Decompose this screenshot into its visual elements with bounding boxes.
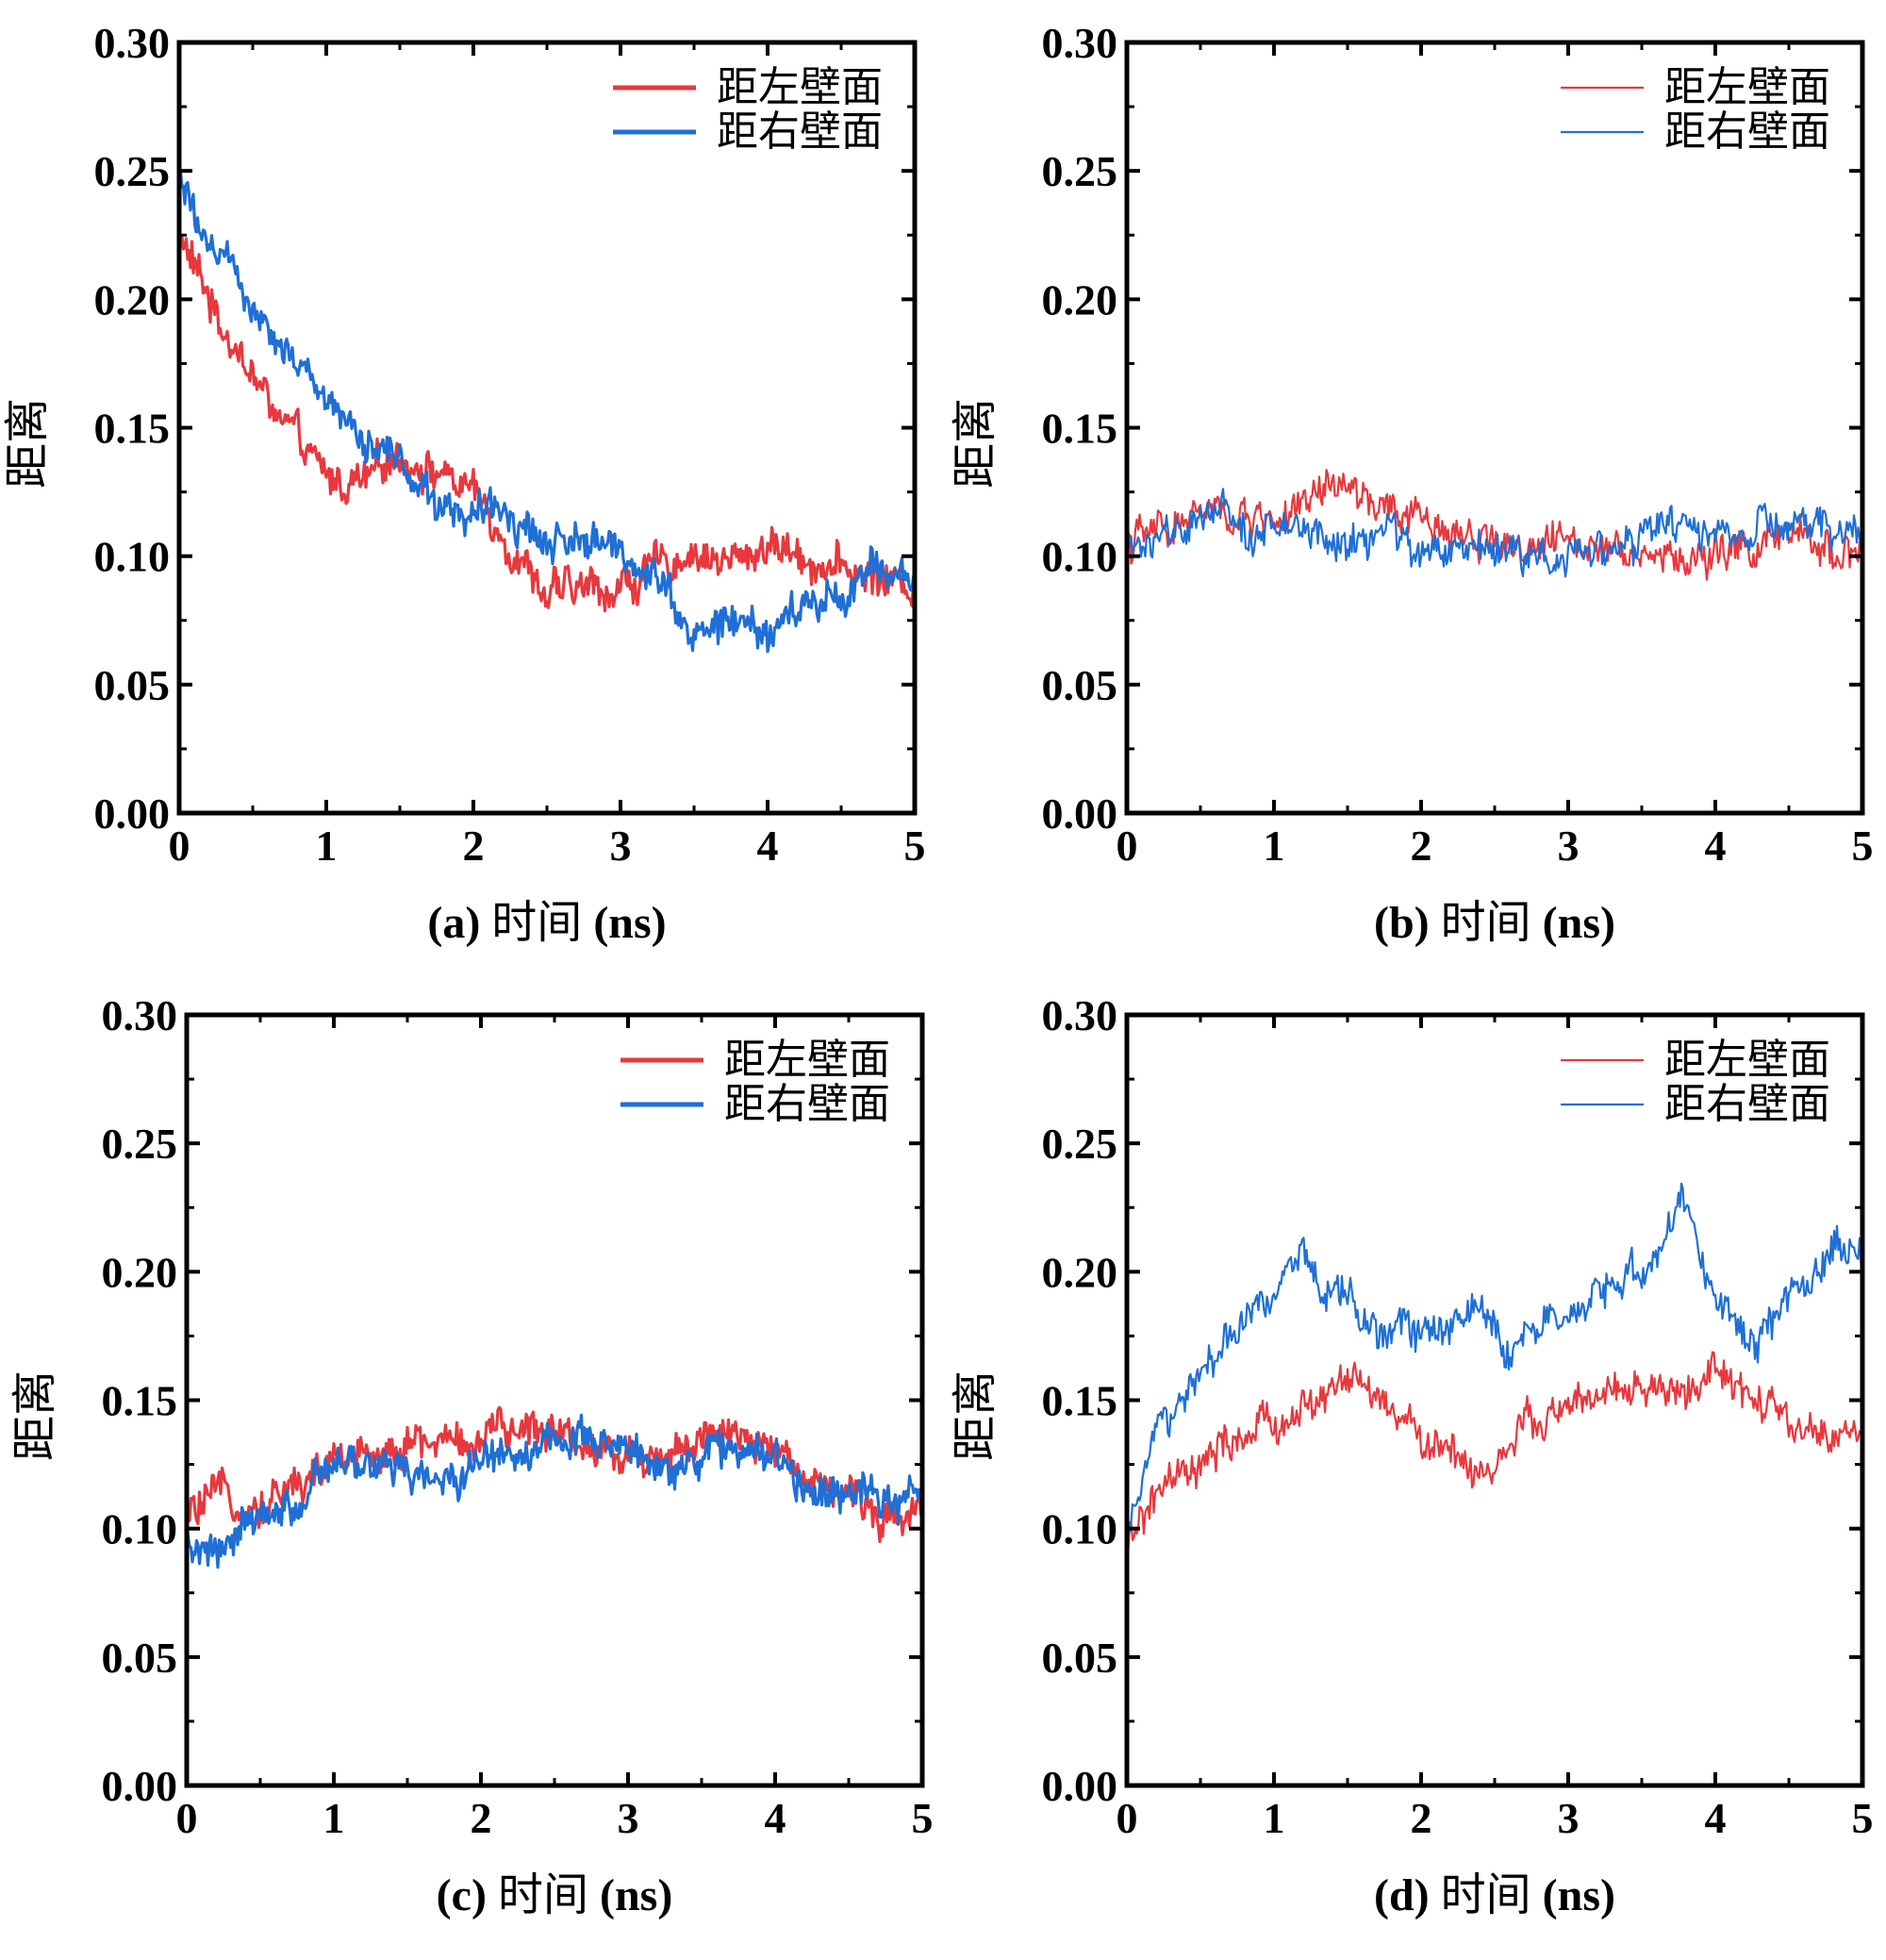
x-axis-title: (c) 时间 (ns) (437, 1870, 673, 1920)
y-tick-label: 0.00 (94, 789, 171, 838)
x-axis-title-unit: (ns) (593, 898, 666, 948)
y-tick-label: 0.00 (1042, 789, 1118, 838)
legend-label-left: 距左壁面 (1664, 64, 1830, 110)
x-axis-title: (a) 时间 (ns) (427, 898, 666, 948)
x-axis-title-text: 时间 (491, 898, 593, 948)
x-axis-title-unit: (ns) (1543, 898, 1615, 948)
legend-label-left: 距左壁面 (724, 1037, 890, 1083)
x-tick-label: 5 (1852, 822, 1874, 870)
chart-panel-a: 0 1 2 3 4 5 0.00 0.05 0.10 0.15 0.20 0.25 0.30 距离 (a) … (3, 19, 926, 948)
series-line-right (187, 1413, 922, 1570)
y-tick-label: 0.25 (1042, 147, 1118, 195)
series-line-right (179, 171, 915, 654)
y-tick-label: 0.30 (102, 991, 178, 1039)
x-tick-label: 5 (912, 1794, 934, 1842)
y-tick-label: 0.25 (1042, 1120, 1118, 1168)
x-tick-label: 3 (618, 1794, 639, 1842)
y-tick-label: 0.15 (94, 405, 171, 453)
y-tick-label: 0.15 (102, 1377, 178, 1425)
panel-label: (b) (1374, 898, 1441, 948)
y-axis-title: 距离 (951, 1370, 1001, 1461)
y-tick-label: 0.05 (1042, 661, 1118, 709)
x-tick-label: 5 (1852, 1794, 1874, 1842)
y-tick-label: 0.20 (1042, 275, 1118, 324)
series-line-right (1127, 488, 1862, 578)
y-tick-label: 0.10 (1042, 1505, 1118, 1553)
x-tick-label: 4 (1705, 1794, 1727, 1842)
legend-label-right: 距右壁面 (1664, 108, 1830, 155)
chart-panel-c: 0 1 2 3 4 5 0.00 0.05 0.10 0.15 0.20 0.25 0.30 距离 (c) … (10, 991, 934, 1920)
plot-frame (176, 40, 918, 816)
panel-label: (a) (427, 898, 491, 948)
x-tick-label: 1 (323, 1794, 345, 1842)
plot-frame (184, 1012, 925, 1788)
y-tick-label: 0.30 (94, 19, 171, 67)
y-tick-label: 0.05 (94, 661, 171, 709)
y-tick-label: 0.15 (1042, 1377, 1118, 1425)
x-tick-label: 3 (1558, 822, 1580, 870)
x-axis-title-text: 时间 (1441, 898, 1543, 948)
legend-label-left: 距左壁面 (717, 64, 883, 110)
x-tick-label: 2 (1411, 1794, 1432, 1842)
x-tick-label: 3 (610, 822, 632, 870)
y-axis-title: 距离 (951, 398, 1001, 489)
x-tick-label: 1 (1264, 822, 1285, 870)
y-tick-label: 0.25 (102, 1120, 178, 1168)
x-axis-title-unit: (ns) (600, 1870, 672, 1920)
y-tick-label: 0.10 (1042, 533, 1118, 581)
panel-label: (d) (1374, 1870, 1441, 1920)
x-axis-title-unit: (ns) (1543, 1870, 1615, 1920)
legend-label-right: 距右壁面 (1664, 1081, 1830, 1127)
x-tick-label: 1 (316, 822, 338, 870)
series-line-left (187, 1405, 922, 1544)
chart-panel-b: 0 1 2 3 4 5 0.00 0.05 0.10 0.15 0.20 0.25 0.30 距离 (b) … (951, 19, 1874, 948)
y-tick-label: 0.00 (1042, 1762, 1118, 1810)
legend-label-right: 距右壁面 (717, 108, 883, 155)
y-tick-label: 0.20 (94, 275, 171, 324)
y-tick-label: 0.10 (102, 1505, 178, 1553)
series-line-right (1127, 1182, 1862, 1538)
x-axis-title: (d) 时间 (ns) (1374, 1870, 1615, 1920)
x-tick-label: 2 (471, 1794, 492, 1842)
x-tick-label: 3 (1558, 1794, 1580, 1842)
y-tick-label: 0.20 (102, 1248, 178, 1296)
y-tick-label: 0.10 (94, 533, 171, 581)
x-tick-label: 4 (757, 822, 779, 870)
panel-label: (c) (437, 1870, 498, 1920)
y-tick-label: 0.25 (94, 147, 171, 195)
y-tick-label: 0.05 (102, 1634, 178, 1682)
series-line-left (1127, 469, 1862, 581)
x-axis-title-text: 时间 (498, 1870, 600, 1920)
chart-panel-d: 0 1 2 3 4 5 0.00 0.05 0.10 0.15 0.20 0.25 0.30 距离 (d) … (951, 991, 1874, 1920)
x-axis-title-text: 时间 (1441, 1870, 1543, 1920)
y-tick-label: 0.00 (102, 1762, 178, 1810)
x-tick-label: 0 (169, 822, 190, 870)
legend-label-left: 距左壁面 (1664, 1037, 1830, 1083)
x-tick-label: 5 (904, 822, 926, 870)
y-axis-title: 距离 (3, 398, 53, 489)
x-tick-label: 2 (463, 822, 485, 870)
x-tick-label: 4 (1705, 822, 1727, 870)
x-tick-label: 2 (1411, 822, 1432, 870)
series-line-left (179, 234, 915, 613)
y-tick-label: 0.20 (1042, 1248, 1118, 1296)
x-axis-title: (b) 时间 (ns) (1374, 898, 1615, 948)
plot-frame (1124, 40, 1865, 816)
y-axis-title: 距离 (10, 1370, 60, 1461)
x-tick-label: 0 (176, 1794, 198, 1842)
x-tick-label: 4 (765, 1794, 786, 1842)
y-tick-label: 0.30 (1042, 19, 1118, 67)
series-line-left (1127, 1351, 1862, 1552)
y-tick-label: 0.15 (1042, 405, 1118, 453)
legend-label-right: 距右壁面 (724, 1081, 890, 1127)
y-tick-label: 0.05 (1042, 1634, 1118, 1682)
x-tick-label: 0 (1117, 1794, 1138, 1842)
x-tick-label: 0 (1117, 822, 1138, 870)
y-tick-label: 0.30 (1042, 991, 1118, 1039)
x-tick-label: 1 (1264, 1794, 1285, 1842)
